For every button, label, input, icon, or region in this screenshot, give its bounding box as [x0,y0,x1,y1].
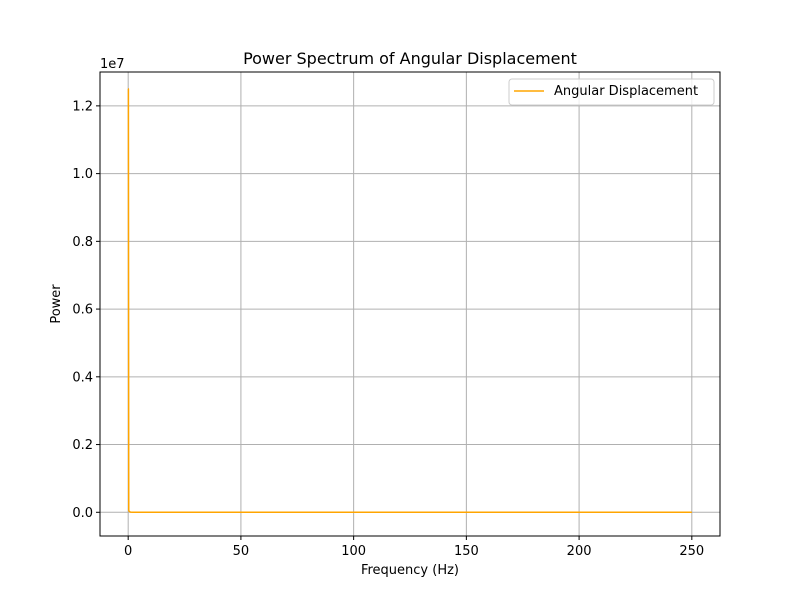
x-tick-label: 100 [341,544,366,559]
legend: Angular Displacement [508,78,715,106]
y-tick-label: 0.0 [72,506,93,521]
y-tick-label: 0.2 [72,438,93,453]
y-axis-label: Power [49,284,64,324]
legend-label: Angular Displacement [554,84,698,99]
x-tick-label: 250 [679,544,704,559]
x-tick-label: 200 [567,544,592,559]
y-tick-label: 1.0 [72,167,93,182]
y-tick-label: 0.6 [72,303,93,318]
x-tick-label: 0 [124,544,132,559]
x-tick-label: 150 [454,544,479,559]
y-tick-label: 0.4 [72,370,93,385]
axes-frame [99,71,721,537]
x-tick-label: 50 [233,544,250,559]
legend-box [508,78,715,106]
tick-layer: 0 50 100 150 200 250 0.0 0.2 0.4 0.6 0.8 1.0 1.2 [72,99,704,559]
y-tick-label: 0.8 [72,235,93,250]
series-layer [127,88,692,514]
chart-title: Power Spectrum of Angular Displacement [243,49,577,68]
y-tick-label: 1.2 [72,99,93,114]
grid-layer [100,72,720,536]
series-line-0 [127,88,692,514]
y-offset-label: 1e7 [100,57,125,72]
x-axis-label: Frequency (Hz) [361,563,459,578]
